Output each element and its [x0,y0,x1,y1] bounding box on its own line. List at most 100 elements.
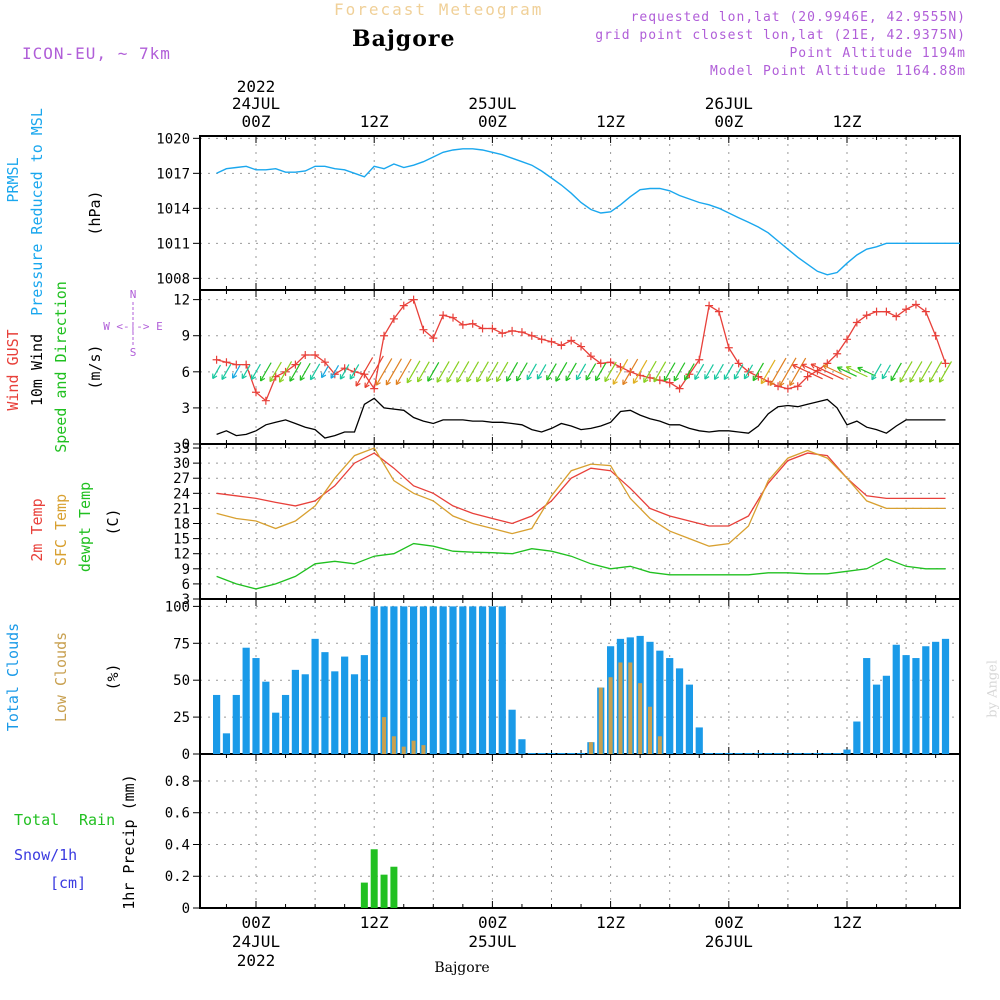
low-cloud-bar [628,662,633,754]
temp-ytick-label: 3 [182,592,190,608]
wind-arrow [653,361,667,383]
wind-arrow [769,357,787,386]
top-time-label: 00Z [242,112,271,131]
temp-ytick-label: 15 [173,532,190,548]
gust-point [252,388,260,397]
total-cloud-bar [439,606,447,754]
wind-arrow [232,365,241,379]
wind-arrow [269,361,282,382]
wind-arrow [349,364,360,380]
precip-snow-unit: [cm] [50,874,86,892]
gust-point [843,335,851,344]
watermark: by Angel [986,660,1000,718]
gust-point [902,305,911,314]
wind-arrow [536,364,547,380]
gust-point [833,349,842,358]
low-cloud-bar [421,745,426,754]
wind-arrow-head [723,374,729,380]
gust-point [242,360,251,369]
pressure-desc-label: Pressure Reduced to MSL [28,108,46,316]
low-cloud-bar [618,662,623,754]
gust-point [478,324,487,333]
wind-arrow-head [909,377,915,383]
wind-arrow [486,361,499,382]
wind-arrow [822,364,852,379]
wind-arrow [604,361,617,382]
gust-point [320,358,329,367]
compass-we: W <-|-> E [103,320,163,333]
wind-ytick-label: 12 [173,293,190,309]
gust-point [665,378,674,387]
wind-arrow-head [555,376,561,382]
pressure-series [216,148,960,276]
temp-ytick-label: 33 [173,441,190,457]
pressure-ytick-label: 1008 [156,271,190,287]
wind-arrow [871,363,882,381]
clouds-ytick-label: 25 [173,710,190,726]
temp-ytick-label: 9 [182,562,190,578]
gust-point [517,328,526,337]
wind-arrow-head [801,363,807,369]
total-cloud-bar [675,668,684,754]
total-cloud-bar [932,641,940,754]
point-altitude: Point Altitude 1194m [789,46,966,61]
gust-point [774,382,783,391]
wind-frame [199,289,961,445]
precip-total-label: Total [14,811,59,829]
low-cloud-bar [382,717,387,754]
gust-point [695,355,704,364]
wind-arrow [890,362,902,381]
wind-arrow [801,363,834,380]
wind-arrow-head [836,366,843,372]
low-cloud-bar [648,706,652,754]
wind-arrow-head [349,374,355,380]
wind-arrow [565,362,577,381]
wind-arrow [585,363,597,381]
wind-arrow-head [653,376,659,383]
total-cloud-bar [272,712,280,754]
gust-point [931,331,940,340]
wind-arrow-head [845,365,852,372]
wind-arrow [476,361,489,383]
gust-point [646,373,654,382]
total-cloud-bar [488,606,496,754]
total-cloud-bar [301,674,309,754]
wind-arrow [299,362,311,381]
temp-ytick-label: 30 [173,456,190,472]
wind-arrow-head [427,376,433,382]
total-cloud-bar [872,684,881,754]
gust-point [380,331,389,340]
precip-ytick-label: 0.2 [165,869,190,885]
total-cloud-bar [331,671,339,754]
total-cloud-bar [370,606,378,754]
wind-arrow-head [289,376,295,382]
total-cloud-bar [400,606,408,754]
wind-arrow-head [259,375,266,382]
total-cloud-bar [912,658,920,754]
precip-bar [370,849,378,908]
bottom-date-label: 25JUL [468,932,516,951]
gust-point [852,318,861,327]
gust-point [862,311,871,320]
wind-arrow [395,358,412,385]
gust-point [823,359,832,368]
wind-arrow [251,363,261,380]
gust-point [793,382,802,391]
low-clouds-label: Low Clouds [52,632,70,722]
wind-arrow [723,363,734,380]
wind-arrow-head [632,378,639,384]
low-cloud-bar [588,742,593,754]
wind-arrow [881,364,891,380]
wind-arrow-head [446,377,452,383]
temp-sfc-line [216,447,946,547]
total-cloud-bar [232,694,240,754]
wind-ytick-label: 3 [182,401,190,417]
wind-arrow [456,361,470,383]
wind-arrow [714,363,724,380]
wind-arrow-head [899,377,905,383]
temp-2m-line [216,452,946,527]
model-altitude: Model Point Altitude 1164.88m [710,64,966,79]
requested-coords: requested lon,lat (20.9946E, 42.9555N) [630,10,966,25]
wind-arrow-head [585,375,591,381]
wind-arrow-head [417,376,423,383]
